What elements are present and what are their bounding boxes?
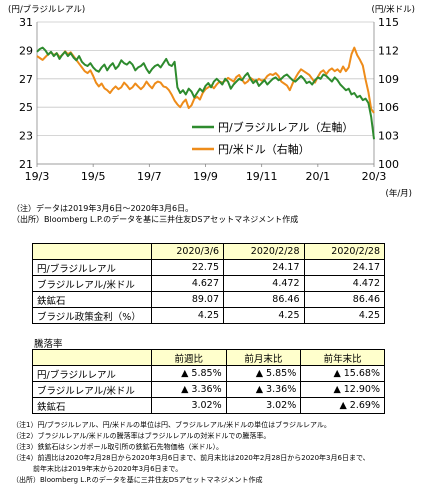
exchange-rate-chart: (円/ブラジルレアル) (円/米ドル) (年/月) 21 23 25 27 29 31 10… (8, 4, 416, 199)
rates-table-corner (32, 243, 152, 260)
left-tick-label: 25 (19, 101, 33, 114)
cell-value: ▲ 2.69% (300, 397, 385, 414)
cell-value: 4.25 (303, 307, 385, 324)
cell-value: ▲ 3.36% (151, 381, 227, 398)
series-line-usd (36, 46, 375, 114)
chart-note: （注）データは2019年3月6日～2020年3月6日。 (12, 204, 194, 213)
rates-table-header: 2020/2/28 (223, 243, 305, 260)
x-tick-label: 19/9 (193, 170, 218, 183)
cell-value: 4.25 (150, 307, 225, 324)
left-tick-label: 31 (19, 16, 33, 29)
footnote: （注1）円/ブラジルレアル、円/米ドルの単位は円、ブラジルレアル/米ドルの単位は… (12, 421, 331, 429)
cell-value: 86.46 (223, 291, 305, 308)
right-tick-label: 103 (378, 130, 399, 143)
table-row: ブラジルレアル/米ドル 4.627 4.472 4.472 (32, 275, 385, 292)
footnote: （注2）ブラジルレアル/米ドルの騰落率はブラジルレアルの対米ドルでの騰落率。 (12, 432, 271, 440)
cell-value: 86.46 (303, 291, 385, 308)
left-tick-label: 23 (19, 130, 33, 143)
left-axis-unit: (円/ブラジルレアル) (8, 4, 85, 15)
row-label: 鉄鉱石 (32, 291, 152, 308)
change-rate-title: 騰落率 (34, 339, 63, 350)
row-label: 鉄鉱石 (32, 397, 152, 414)
right-tick-label: 109 (378, 73, 399, 86)
right-tick-label: 112 (378, 44, 399, 57)
left-tick-label: 29 (19, 44, 33, 57)
table-row: 円/ブラジルレアル ▲ 5.85% ▲ 5.85% ▲ 15.68% (32, 365, 385, 382)
row-label: ブラジルレアル/米ドル (32, 275, 152, 292)
table-row: ブラジル政策金利（%） 4.25 4.25 4.25 (32, 307, 385, 324)
table-row: ブラジルレアル/米ドル ▲ 3.36% ▲ 3.36% ▲ 12.90% (32, 381, 385, 398)
cell-value: 4.472 (303, 275, 385, 292)
cell-value: 22.75 (150, 259, 225, 276)
cell-value: 4.25 (223, 307, 305, 324)
footnote: （出所）Bloomberg L.P.のデータを基に三井住友DSアセットマネジメン… (12, 476, 263, 484)
x-tick-label: 20/3 (362, 170, 387, 183)
cell-value: 24.17 (223, 259, 305, 276)
right-axis-unit: (円/米ドル) (372, 4, 416, 15)
chart-source: （出所）Bloomberg L.P.のデータを基に三井住友DSアセットマネジメン… (12, 215, 299, 224)
cell-value: 24.17 (303, 259, 385, 276)
footnote: （注4）前週比は2020年2月28日から2020年3月6日まで、前月末比は202… (12, 454, 370, 462)
legend-label: 円/米ドル（右軸） (218, 142, 310, 156)
right-tick-label: 115 (378, 16, 399, 29)
x-axis-unit: (年/月) (386, 188, 413, 199)
left-tick-label: 27 (19, 73, 33, 86)
chart-series (36, 46, 375, 140)
legend-label: 円/ブラジルレアル（左軸） (218, 120, 353, 134)
change-rate-table: 前週比 前月末比 前年末比 円/ブラジルレアル ▲ 5.85% ▲ 5.85% … (32, 349, 385, 414)
x-tick-label: 19/5 (81, 170, 106, 183)
cell-value: 4.472 (223, 275, 305, 292)
right-tick-label: 106 (378, 101, 399, 114)
cell-value: 3.02% (225, 397, 302, 414)
rates-table-header: 2020/2/28 (303, 243, 385, 260)
x-tick-label: 20/1 (305, 170, 330, 183)
x-tick-label: 19/7 (137, 170, 162, 183)
cell-value: ▲ 5.85% (151, 365, 227, 382)
left-tick-label: 21 (19, 158, 33, 171)
rates-table-header: 2020/3/6 (150, 243, 225, 260)
row-label: 円/ブラジルレアル (32, 365, 152, 382)
row-label: ブラジルレアル/米ドル (32, 381, 152, 398)
footnote: 前年末比は2019年末から2020年3月6日まで。 (12, 465, 183, 473)
right-tick-label: 100 (378, 158, 399, 171)
cell-value: 89.07 (150, 291, 225, 308)
cell-value: 4.627 (150, 275, 225, 292)
cell-value: ▲ 3.36% (225, 381, 302, 398)
cell-value: ▲ 5.85% (225, 365, 302, 382)
cell-value: ▲ 12.90% (300, 381, 385, 398)
table-row: 円/ブラジルレアル 22.75 24.17 24.17 (32, 259, 385, 276)
series-line-brl (36, 46, 375, 140)
row-label: ブラジル政策金利（%） (32, 307, 152, 324)
rates-table: 2020/3/6 2020/2/28 2020/2/28 円/ブラジルレアル 2… (32, 243, 385, 324)
cell-value: ▲ 15.68% (300, 365, 385, 382)
cell-value: 3.02% (151, 397, 227, 414)
change-table-header: 前月末比 (225, 349, 302, 366)
x-tick-label: 19/3 (25, 170, 50, 183)
change-table-corner (32, 349, 152, 366)
footnote: （注3）鉄鉱石はシンガポール取引所の鉄鉱石先物価格（米ドル）。 (12, 443, 223, 451)
chart-legend: 円/ブラジルレアル（左軸） 円/米ドル（右軸） (192, 120, 353, 156)
table-row: 鉄鉱石 3.02% 3.02% ▲ 2.69% (32, 397, 385, 414)
chart-axes: 21 23 25 27 29 31 100 103 106 109 112 115 19/3 19/5 19… (19, 16, 399, 183)
change-table-header: 前年末比 (300, 349, 385, 366)
change-table-header: 前週比 (151, 349, 227, 366)
row-label: 円/ブラジルレアル (32, 259, 152, 276)
x-tick-label: 19/11 (246, 170, 278, 183)
table-row: 鉄鉱石 89.07 86.46 86.46 (32, 291, 385, 308)
